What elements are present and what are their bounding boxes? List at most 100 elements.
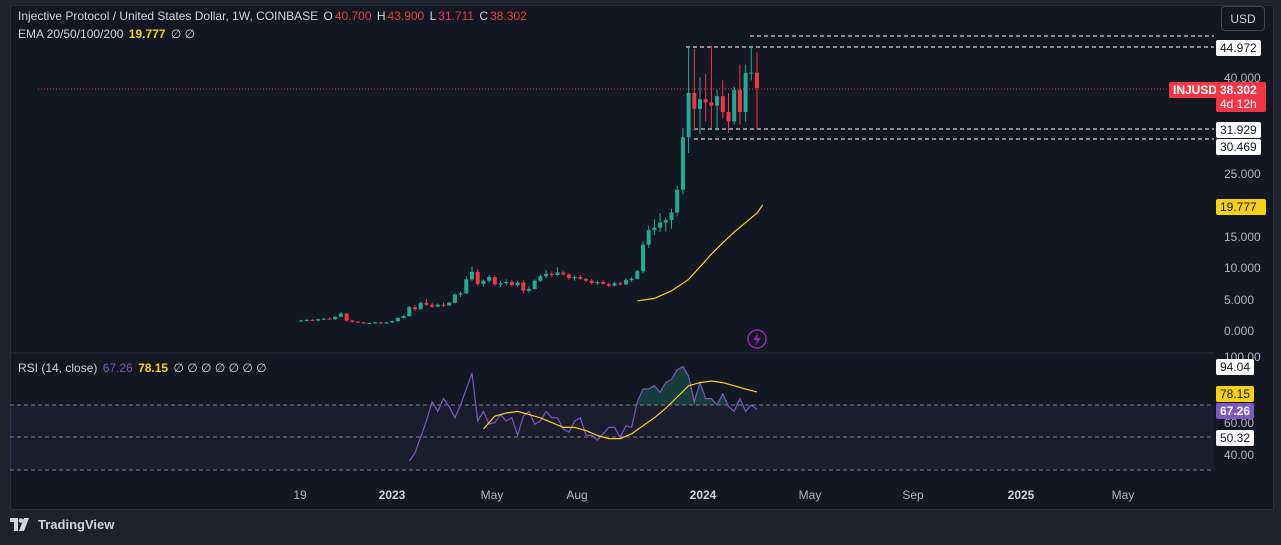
rsi-title: RSI (14, close) [18, 361, 98, 375]
candle-body [367, 323, 372, 325]
candle-body [521, 282, 526, 291]
level-tag-31929: 31.929 [1216, 122, 1261, 138]
candle-body [475, 271, 480, 284]
candle-body [373, 322, 378, 324]
rsi-ma-tag: 78.15 [1216, 386, 1255, 402]
candle-body [338, 313, 343, 317]
rsi-ma-line [482, 380, 758, 440]
candle-body [344, 313, 349, 321]
candle-body [544, 273, 549, 277]
candle-body [333, 316, 338, 320]
candle-body [732, 89, 737, 122]
candle-body [464, 279, 469, 294]
time-label-19: 19 [293, 488, 307, 502]
ohlc-high-value: 43.900 [387, 9, 425, 23]
price-tick-0000: 0.000 [1224, 324, 1255, 338]
candle-body [321, 318, 326, 320]
candle-body [447, 302, 452, 306]
candle-body [327, 318, 332, 320]
ema-legend[interactable]: EMA 20/50/100/200 19.777 ∅ ∅ [18, 27, 197, 41]
candle-body [601, 281, 606, 284]
lightning-circle [747, 329, 767, 349]
candle-body [675, 189, 680, 213]
candle-body [452, 294, 457, 303]
rsi-tag-5032: 50.32 [1216, 430, 1255, 446]
symbol-title: Injective Protocol / United States Dolla… [18, 9, 319, 23]
rsi-tag: 67.26 [1216, 403, 1255, 419]
rsi-value: 67.26 [102, 361, 133, 375]
candle-body [755, 72, 759, 88]
candle-body [435, 304, 440, 307]
candle-body [395, 317, 400, 322]
price-tick-5000: 5.000 [1224, 293, 1255, 307]
candle-body [498, 283, 503, 285]
time-label-may-2024: May [798, 488, 822, 502]
ohlc-low-label: L [429, 9, 437, 23]
candle-body [686, 93, 691, 138]
candle-body [635, 271, 640, 279]
price-tick-40000: 40.000 [1224, 71, 1261, 85]
ohlc-close-value: 38.302 [490, 9, 527, 23]
ema-line [637, 204, 764, 302]
countdown-tag: 4d 12h [1216, 96, 1266, 112]
candle-body [641, 244, 645, 272]
price-tick-15000: 15.000 [1224, 230, 1261, 244]
price-tick-10000: 10.000 [1224, 261, 1261, 275]
time-label-may-2023: May [480, 488, 504, 502]
ohlc-low-value: 31.711 [438, 9, 475, 23]
candle-body [384, 322, 389, 324]
candle-body [572, 276, 577, 279]
candle-body [549, 273, 554, 276]
candle-body [595, 281, 600, 284]
currency-button[interactable]: USD [1221, 6, 1265, 31]
last-price-tag: 38.302 [1216, 82, 1266, 98]
candle-body [504, 281, 509, 284]
candle-body [430, 304, 435, 307]
ohlc-close-label: C [479, 9, 489, 23]
candle-body [470, 271, 474, 280]
candle-body [658, 222, 663, 228]
tradingview-footer[interactable]: TradingView [10, 517, 114, 532]
ohlc-open-label: O [323, 9, 333, 23]
candle-body [378, 322, 383, 324]
candle-body [589, 280, 594, 284]
candle-body [441, 304, 446, 306]
lightning-icon[interactable] [747, 329, 767, 349]
candle-body [737, 89, 742, 112]
candle-body [356, 321, 360, 323]
candle-body [424, 302, 429, 305]
candle-body [703, 99, 708, 103]
candle-body [652, 227, 657, 231]
tradingview-logo-icon [10, 518, 29, 531]
rsi-legend[interactable]: RSI (14, close) 67.26 78.15 ∅ ∅ ∅ ∅ ∅ ∅ … [18, 361, 269, 375]
candle-body [566, 274, 571, 279]
ema-empty-values: ∅ ∅ [170, 27, 196, 41]
candle-body [390, 321, 395, 323]
candle-body [418, 302, 423, 310]
candle-body [720, 96, 725, 112]
ohlc-open-value: 40.700 [334, 9, 372, 23]
ema-title: EMA 20/50/100/200 [18, 27, 124, 41]
candle-body [538, 276, 543, 281]
price-tick-25000: 25.000 [1224, 167, 1261, 181]
candle-body [527, 288, 531, 291]
rsi-tag-9404: 94.04 [1216, 359, 1255, 375]
candle-body [515, 282, 520, 286]
candle-body [749, 72, 754, 74]
candle-body [401, 316, 406, 318]
candle-body [698, 99, 702, 109]
symbol-legend[interactable]: Injective Protocol / United States Dolla… [18, 9, 529, 23]
candle-body [413, 307, 417, 310]
candle-body [310, 319, 315, 321]
rsi-line [408, 365, 758, 462]
ema-price-tag: 19.777 [1216, 199, 1266, 215]
rsi-ma-value: 78.15 [138, 361, 169, 375]
candle-body [578, 276, 583, 279]
candle-body [584, 278, 588, 281]
candle-body [561, 272, 566, 275]
candle-body [555, 272, 560, 276]
candle-body [509, 281, 514, 286]
rsi-tick-40: 40.00 [1224, 448, 1255, 462]
candle-body [481, 280, 486, 284]
